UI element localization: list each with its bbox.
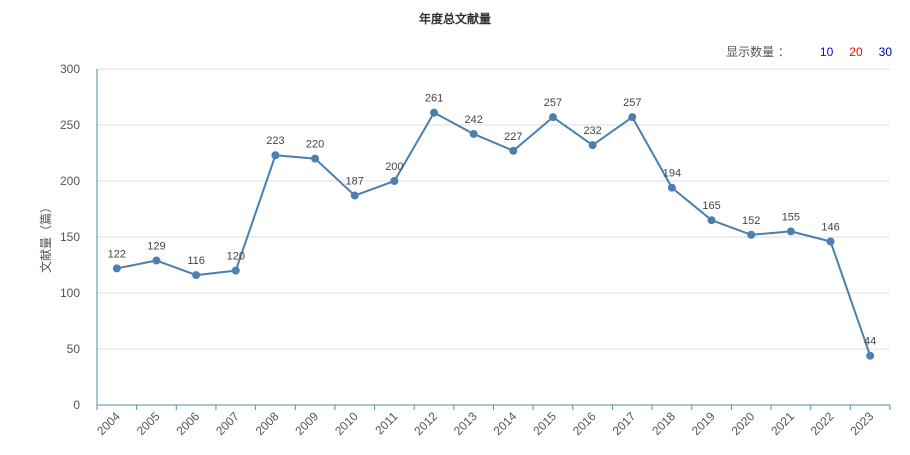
y-tick-label: 250 bbox=[60, 118, 80, 132]
x-tick-label: 2015 bbox=[530, 409, 559, 438]
x-tick-label: 2007 bbox=[213, 409, 242, 438]
data-point bbox=[350, 191, 359, 200]
data-point bbox=[430, 108, 439, 117]
data-point bbox=[231, 266, 240, 275]
y-tick-label: 300 bbox=[60, 62, 80, 76]
x-tick-label: 2006 bbox=[173, 409, 202, 438]
data-point bbox=[192, 271, 201, 280]
data-label: 242 bbox=[464, 114, 482, 126]
x-tick-label: 2016 bbox=[570, 409, 599, 438]
y-tick-label: 150 bbox=[60, 230, 80, 244]
data-label: 257 bbox=[544, 97, 562, 109]
x-tick-label: 2018 bbox=[649, 409, 678, 438]
data-point bbox=[112, 264, 121, 273]
display-count-selector: 显示数量 ： 10 20 30 bbox=[726, 43, 892, 60]
data-label: 257 bbox=[623, 97, 641, 109]
data-label: 227 bbox=[504, 131, 522, 143]
data-point bbox=[548, 113, 557, 122]
data-point bbox=[826, 237, 835, 246]
data-label: 194 bbox=[663, 168, 681, 180]
x-tick-label: 2014 bbox=[491, 409, 520, 438]
x-tick-label: 2017 bbox=[610, 409, 639, 438]
y-axis-label: 文献量（篇） bbox=[38, 201, 53, 273]
data-label: 129 bbox=[147, 241, 165, 253]
data-point bbox=[469, 129, 478, 138]
data-label: 261 bbox=[425, 93, 443, 105]
display-count-option-10[interactable]: 10 bbox=[819, 44, 834, 59]
display-count-label: 显示数量 ： bbox=[726, 45, 790, 59]
data-label: 200 bbox=[385, 161, 403, 173]
x-tick-label: 2012 bbox=[411, 409, 440, 438]
data-point bbox=[311, 154, 320, 163]
x-tick-label: 2005 bbox=[134, 409, 163, 438]
x-tick-label: 2008 bbox=[253, 409, 282, 438]
data-label: 120 bbox=[227, 251, 245, 263]
data-label: 220 bbox=[306, 139, 324, 151]
chart-title: 年度总文献量 bbox=[418, 12, 491, 26]
data-label: 44 bbox=[864, 336, 876, 348]
data-label: 223 bbox=[266, 135, 284, 147]
y-tick-label: 200 bbox=[60, 174, 80, 188]
data-point bbox=[628, 113, 637, 122]
x-tick-label: 2013 bbox=[451, 409, 480, 438]
display-count-option-30[interactable]: 30 bbox=[878, 44, 892, 59]
data-label: 165 bbox=[702, 200, 720, 212]
data-label: 232 bbox=[583, 125, 601, 137]
data-point bbox=[390, 177, 399, 185]
data-point bbox=[707, 216, 716, 225]
x-tick-label: 2022 bbox=[808, 409, 837, 438]
series-line bbox=[116, 111, 872, 357]
data-point bbox=[509, 146, 518, 155]
data-label: 187 bbox=[346, 176, 364, 188]
data-point bbox=[866, 351, 875, 360]
x-tick-label: 2011 bbox=[372, 409, 400, 437]
data-point bbox=[271, 151, 280, 160]
x-tick-label: 2004 bbox=[94, 409, 123, 438]
x-tick-label: 2021 bbox=[768, 409, 797, 438]
y-tick-label: 50 bbox=[67, 342, 81, 356]
data-point bbox=[667, 183, 676, 192]
data-point bbox=[747, 230, 756, 239]
x-tick-label: 2009 bbox=[292, 409, 321, 438]
data-label: 146 bbox=[821, 221, 839, 233]
data-label: 122 bbox=[108, 248, 126, 260]
x-tick-label: 2023 bbox=[848, 409, 877, 438]
x-tick-label: 2019 bbox=[689, 409, 718, 438]
y-tick-label: 0 bbox=[73, 398, 80, 412]
x-tick-label: 2020 bbox=[729, 409, 758, 438]
data-label: 116 bbox=[187, 255, 205, 267]
data-point bbox=[786, 227, 795, 236]
data-label: 152 bbox=[742, 215, 760, 227]
data-label: 155 bbox=[782, 211, 800, 223]
data-point bbox=[588, 141, 597, 150]
data-point bbox=[152, 256, 161, 265]
y-tick-label: 100 bbox=[60, 286, 80, 300]
display-count-option-20[interactable]: 20 bbox=[849, 44, 863, 59]
x-tick-label: 2010 bbox=[332, 409, 361, 438]
